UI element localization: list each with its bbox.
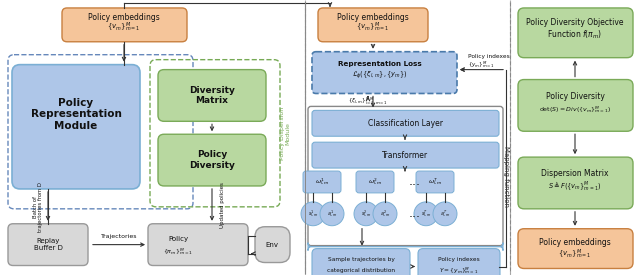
- Circle shape: [354, 202, 378, 226]
- FancyBboxPatch shape: [518, 8, 633, 58]
- FancyBboxPatch shape: [308, 243, 503, 251]
- Text: Policy Dispersion
Module: Policy Dispersion Module: [280, 107, 291, 160]
- Text: $\{ v_m \}_{m=1}^M$: $\{ v_m \}_{m=1}^M$: [356, 21, 390, 35]
- Text: Sample trajectories by: Sample trajectories by: [328, 257, 394, 262]
- FancyBboxPatch shape: [312, 142, 499, 168]
- FancyBboxPatch shape: [8, 224, 88, 266]
- Text: ...: ...: [409, 207, 421, 220]
- FancyBboxPatch shape: [518, 79, 633, 131]
- Text: $s^2_{l,m}$: $s^2_{l,m}$: [361, 209, 371, 219]
- Text: $\{\pi_m\}_{m=1}^M$: $\{\pi_m\}_{m=1}^M$: [163, 246, 193, 257]
- Text: Policy Diversity: Policy Diversity: [545, 92, 604, 101]
- Text: Updated policies: Updated policies: [220, 182, 225, 228]
- Text: $s^T_{l,m}$: $s^T_{l,m}$: [421, 209, 431, 219]
- FancyBboxPatch shape: [518, 157, 633, 209]
- Text: $\mathcal{L}_\phi(\{\xi_{l,m}\},\{y_m\})$: $\mathcal{L}_\phi(\{\xi_{l,m}\},\{y_m\})…: [352, 70, 408, 81]
- Text: $\{\xi_{l,m}\}_{i=1,m=1}^{N,M}$: $\{\xi_{l,m}\}_{i=1,m=1}^{N,M}$: [348, 95, 388, 106]
- FancyBboxPatch shape: [12, 65, 140, 189]
- Text: $\{ v_m \}_{m=1}^M$: $\{ v_m \}_{m=1}^M$: [108, 21, 141, 35]
- Text: Representation Loss: Representation Loss: [338, 61, 422, 67]
- Text: $\{ v_m \}_{m=1}^M$: $\{ v_m \}_{m=1}^M$: [558, 248, 592, 261]
- Text: Batch of
trajectories from D: Batch of trajectories from D: [33, 182, 44, 232]
- Text: Transformer: Transformer: [382, 151, 428, 160]
- Text: Replay
Buffer D: Replay Buffer D: [33, 238, 63, 251]
- Text: $\omega^1_{l,m}$: $\omega^1_{l,m}$: [315, 177, 330, 187]
- Text: Policy indexes: Policy indexes: [468, 54, 509, 59]
- FancyBboxPatch shape: [416, 171, 454, 193]
- Text: ...: ...: [409, 175, 421, 188]
- Text: $S \triangleq F(\{ v_m \}_{m=1}^M)$: $S \triangleq F(\{ v_m \}_{m=1}^M)$: [548, 179, 602, 193]
- FancyBboxPatch shape: [303, 171, 341, 193]
- Text: $\omega^2_{l,m}$: $\omega^2_{l,m}$: [367, 177, 382, 187]
- Text: Policy
Diversity: Policy Diversity: [189, 150, 235, 170]
- FancyBboxPatch shape: [255, 227, 290, 263]
- FancyBboxPatch shape: [62, 8, 187, 42]
- Circle shape: [433, 202, 457, 226]
- Text: Classification Layer: Classification Layer: [367, 119, 442, 128]
- FancyBboxPatch shape: [148, 224, 248, 266]
- Text: Policy
Representation
Module: Policy Representation Module: [31, 98, 122, 131]
- Text: Dispersion Matrix: Dispersion Matrix: [541, 168, 609, 178]
- Circle shape: [320, 202, 344, 226]
- FancyBboxPatch shape: [158, 134, 266, 186]
- FancyBboxPatch shape: [158, 70, 266, 121]
- Text: Policy embeddings: Policy embeddings: [337, 13, 409, 22]
- FancyBboxPatch shape: [312, 52, 457, 93]
- Text: Policy embeddings: Policy embeddings: [88, 13, 160, 22]
- Text: Trajectories: Trajectories: [100, 234, 137, 239]
- Text: $\{y_m\}_{m=1}^M$: $\{y_m\}_{m=1}^M$: [468, 59, 495, 70]
- Text: Policy Diversity Objective: Policy Diversity Objective: [526, 18, 624, 27]
- Circle shape: [414, 202, 438, 226]
- Text: Mapping function: Mapping function: [503, 145, 509, 207]
- FancyBboxPatch shape: [312, 110, 499, 136]
- Text: Policy embeddings: Policy embeddings: [539, 238, 611, 247]
- FancyBboxPatch shape: [312, 248, 410, 277]
- Circle shape: [301, 202, 325, 226]
- Text: $a^T_{l,m}$: $a^T_{l,m}$: [440, 209, 451, 219]
- Text: $s^1_{l,m}$: $s^1_{l,m}$: [308, 209, 318, 219]
- Text: Function $f(\pi_m)$: Function $f(\pi_m)$: [547, 29, 603, 41]
- Text: Env: Env: [266, 242, 278, 248]
- Text: Policy: Policy: [168, 236, 188, 242]
- Text: categorical distribution: categorical distribution: [327, 268, 395, 273]
- FancyBboxPatch shape: [418, 248, 500, 277]
- FancyBboxPatch shape: [318, 8, 428, 42]
- Text: Diversity
Matrix: Diversity Matrix: [189, 86, 235, 105]
- Text: $a^1_{l,m}$: $a^1_{l,m}$: [326, 209, 337, 219]
- FancyBboxPatch shape: [356, 171, 394, 193]
- Text: $\omega^T_{l,m}$: $\omega^T_{l,m}$: [428, 177, 442, 187]
- Text: $\det(S) = Div(\{ v_m \}_{m=1}^M)$: $\det(S) = Div(\{ v_m \}_{m=1}^M)$: [539, 104, 611, 115]
- Text: Policy indexes: Policy indexes: [438, 257, 480, 262]
- Text: $Y=\{y_m\}_{m=1}^M$: $Y=\{y_m\}_{m=1}^M$: [440, 265, 479, 276]
- Circle shape: [373, 202, 397, 226]
- Text: $a^2_{l,m}$: $a^2_{l,m}$: [380, 209, 390, 219]
- FancyBboxPatch shape: [518, 229, 633, 268]
